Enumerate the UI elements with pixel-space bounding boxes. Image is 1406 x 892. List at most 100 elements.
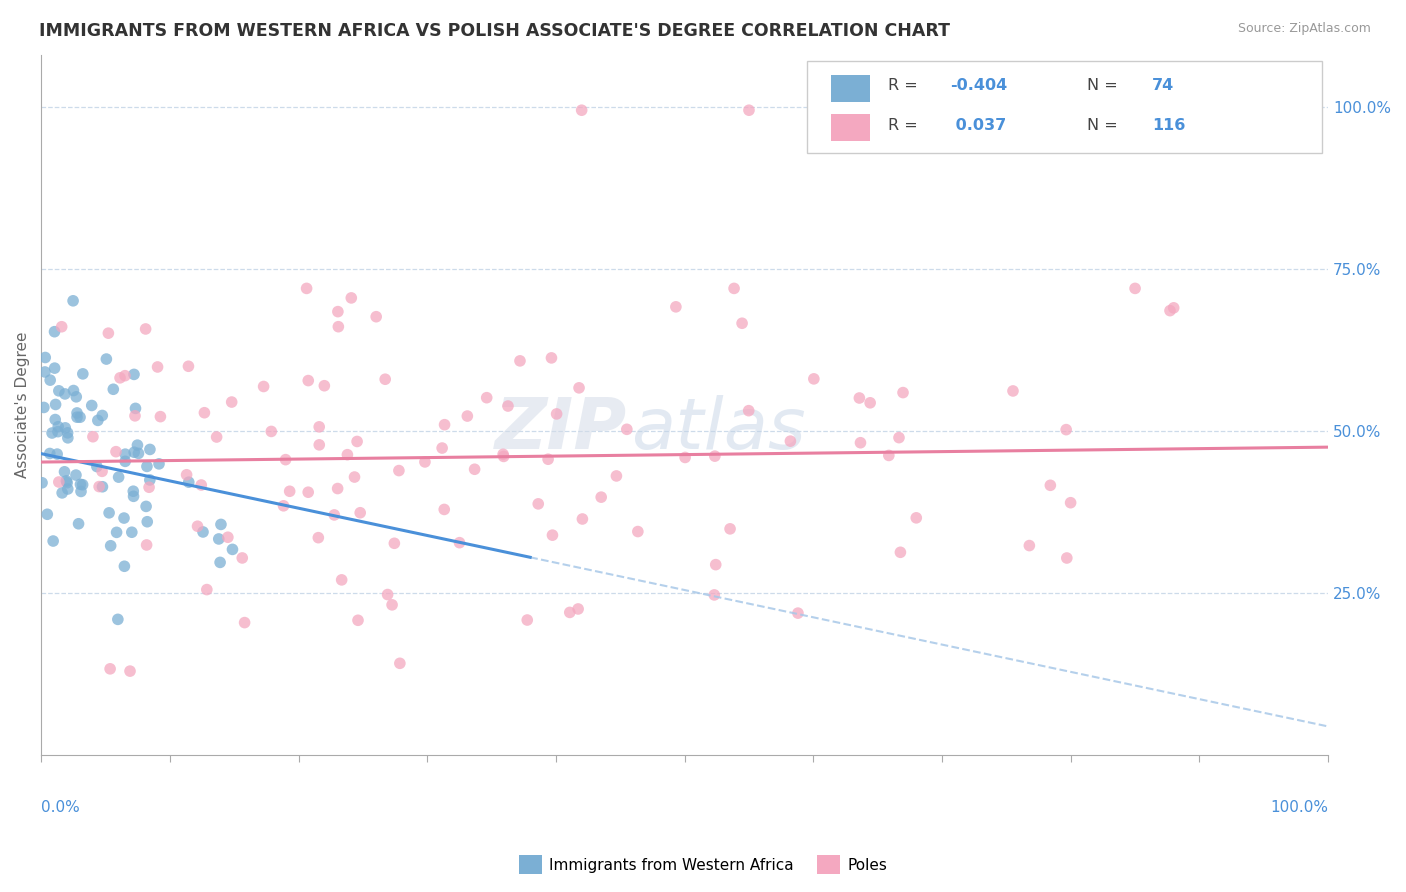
Point bbox=[340, 291, 363, 305]
Point bbox=[330, 573, 353, 587]
Text: R =: R = bbox=[889, 78, 922, 93]
Point bbox=[297, 374, 319, 388]
Point bbox=[136, 515, 159, 529]
Point bbox=[430, 441, 453, 455]
Point bbox=[44, 412, 66, 426]
Point bbox=[887, 431, 910, 445]
Point bbox=[475, 391, 498, 405]
Point bbox=[122, 368, 145, 382]
Point bbox=[121, 525, 143, 540]
Point bbox=[51, 319, 73, 334]
Point bbox=[34, 351, 56, 365]
Point bbox=[527, 497, 550, 511]
Point bbox=[343, 470, 366, 484]
FancyBboxPatch shape bbox=[831, 75, 870, 102]
Point bbox=[558, 606, 581, 620]
Point bbox=[217, 530, 239, 544]
Point bbox=[723, 281, 745, 295]
Point bbox=[673, 450, 696, 465]
Point bbox=[252, 379, 274, 393]
Point bbox=[104, 444, 127, 458]
Point bbox=[148, 457, 170, 471]
Point bbox=[69, 410, 91, 425]
Point bbox=[1278, 103, 1301, 118]
Point bbox=[388, 464, 411, 478]
Point bbox=[122, 489, 145, 503]
Point bbox=[233, 615, 256, 630]
Point bbox=[374, 372, 396, 386]
Point bbox=[56, 431, 79, 445]
Point bbox=[738, 403, 761, 417]
Point bbox=[51, 486, 73, 500]
Point bbox=[177, 475, 200, 490]
Point bbox=[308, 420, 330, 434]
Point bbox=[114, 454, 136, 468]
Point bbox=[190, 478, 212, 492]
Point bbox=[779, 434, 801, 449]
Point bbox=[112, 559, 135, 574]
Point bbox=[149, 409, 172, 424]
Point bbox=[46, 447, 69, 461]
Point bbox=[231, 551, 253, 566]
Point bbox=[1001, 384, 1024, 398]
Point bbox=[295, 281, 318, 295]
Point bbox=[891, 385, 914, 400]
Text: Source: ZipAtlas.com: Source: ZipAtlas.com bbox=[1237, 22, 1371, 36]
Point bbox=[107, 470, 129, 484]
Point bbox=[336, 448, 359, 462]
Point bbox=[38, 446, 60, 460]
Point bbox=[848, 391, 870, 405]
Point bbox=[53, 421, 76, 435]
Point bbox=[56, 482, 79, 496]
Point bbox=[86, 459, 108, 474]
FancyBboxPatch shape bbox=[807, 61, 1322, 153]
Point bbox=[413, 455, 436, 469]
Point bbox=[464, 462, 486, 476]
Point bbox=[366, 310, 388, 324]
Point bbox=[496, 399, 519, 413]
Point bbox=[135, 538, 157, 552]
Point bbox=[347, 613, 370, 627]
Point bbox=[274, 452, 297, 467]
Point bbox=[100, 539, 122, 553]
Point bbox=[66, 406, 89, 420]
Point bbox=[456, 409, 478, 423]
Text: IMMIGRANTS FROM WESTERN AFRICA VS POLISH ASSOCIATE'S DEGREE CORRELATION CHART: IMMIGRANTS FROM WESTERN AFRICA VS POLISH… bbox=[39, 22, 950, 40]
Point bbox=[62, 293, 84, 308]
Text: 74: 74 bbox=[1152, 78, 1174, 93]
Point bbox=[87, 480, 110, 494]
Point bbox=[48, 384, 70, 398]
Point bbox=[65, 468, 87, 483]
Point bbox=[53, 465, 76, 479]
Point bbox=[127, 438, 149, 452]
Point bbox=[103, 382, 125, 396]
Point bbox=[127, 446, 149, 460]
Point bbox=[98, 662, 121, 676]
Point bbox=[37, 508, 59, 522]
Point bbox=[31, 475, 53, 490]
Point bbox=[80, 399, 103, 413]
Y-axis label: Associate's Degree: Associate's Degree bbox=[15, 332, 30, 478]
Text: -0.404: -0.404 bbox=[949, 78, 1007, 93]
FancyBboxPatch shape bbox=[831, 114, 870, 141]
Point bbox=[136, 459, 159, 474]
Point bbox=[718, 522, 741, 536]
Point bbox=[66, 410, 89, 425]
Point bbox=[44, 325, 66, 339]
Point bbox=[221, 395, 243, 409]
Point bbox=[105, 525, 128, 540]
Point bbox=[326, 304, 349, 318]
Point bbox=[146, 359, 169, 374]
Text: 116: 116 bbox=[1152, 119, 1185, 133]
Point bbox=[69, 477, 91, 491]
Point bbox=[605, 469, 627, 483]
Text: atlas: atlas bbox=[630, 395, 806, 464]
Point bbox=[91, 464, 114, 478]
Point bbox=[72, 477, 94, 491]
Point bbox=[186, 519, 208, 533]
Point bbox=[314, 378, 336, 392]
Point bbox=[859, 396, 882, 410]
Point bbox=[122, 484, 145, 499]
Point bbox=[96, 352, 118, 367]
Point bbox=[433, 417, 456, 432]
